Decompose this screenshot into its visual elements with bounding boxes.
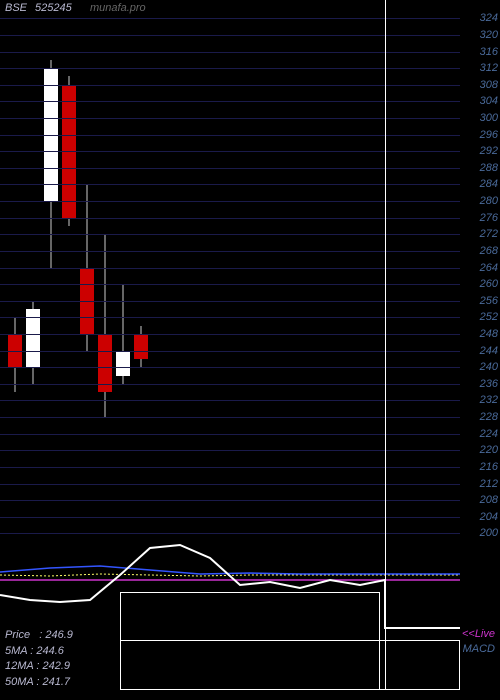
y-tick-label: 240 <box>480 361 498 373</box>
ma12-info: 12MA : 242.9 <box>5 659 73 674</box>
gridline <box>0 85 460 86</box>
candle <box>134 10 148 550</box>
info-box: Price : 246.9 5MA : 244.6 12MA : 242.9 5… <box>5 628 73 690</box>
gridline <box>0 284 460 285</box>
ma5-info: 5MA : 244.6 <box>5 644 73 659</box>
y-tick-label: 260 <box>480 278 498 290</box>
gridline <box>0 351 460 352</box>
gridline <box>0 251 460 252</box>
y-tick-label: 208 <box>480 494 498 506</box>
gridline <box>0 118 460 119</box>
y-tick-label: 272 <box>480 228 498 240</box>
indicator-box <box>120 640 460 690</box>
y-tick-label: 324 <box>480 12 498 24</box>
y-tick-label: 204 <box>480 511 498 523</box>
gridline <box>0 268 460 269</box>
candle <box>116 10 130 550</box>
gridline <box>0 467 460 468</box>
exchange-label: BSE <box>5 2 27 14</box>
gridline <box>0 101 460 102</box>
gridline <box>0 334 460 335</box>
candle <box>8 10 22 550</box>
y-tick-label: 292 <box>480 145 498 157</box>
y-tick-label: 244 <box>480 345 498 357</box>
gridline <box>0 317 460 318</box>
y-tick-label: 220 <box>480 444 498 456</box>
gridline <box>0 484 460 485</box>
gridline <box>0 168 460 169</box>
candle <box>80 10 94 550</box>
candle <box>62 10 76 550</box>
candle <box>26 10 40 550</box>
y-tick-label: 236 <box>480 378 498 390</box>
y-tick-label: 316 <box>480 46 498 58</box>
live-label: <<Live <box>462 628 495 640</box>
gridline <box>0 533 460 534</box>
y-tick-label: 256 <box>480 295 498 307</box>
ma50-info: 50MA : 241.7 <box>5 675 73 690</box>
gridline <box>0 384 460 385</box>
y-tick-label: 228 <box>480 411 498 423</box>
price-panel <box>0 10 460 550</box>
gridline <box>0 400 460 401</box>
y-tick-label: 252 <box>480 311 498 323</box>
y-tick-label: 232 <box>480 394 498 406</box>
macd-label: MACD <box>463 643 495 655</box>
y-tick-label: 284 <box>480 178 498 190</box>
gridline <box>0 234 460 235</box>
gridline <box>0 201 460 202</box>
y-tick-label: 320 <box>480 29 498 41</box>
y-tick-label: 300 <box>480 112 498 124</box>
watermark: munafa.pro <box>90 2 146 14</box>
y-tick-label: 224 <box>480 428 498 440</box>
gridline <box>0 18 460 19</box>
y-tick-label: 288 <box>480 162 498 174</box>
gridline <box>0 417 460 418</box>
y-tick-label: 216 <box>480 461 498 473</box>
y-tick-label: 312 <box>480 62 498 74</box>
candle <box>44 10 58 550</box>
y-tick-label: 248 <box>480 328 498 340</box>
gridline <box>0 434 460 435</box>
y-tick-label: 264 <box>480 262 498 274</box>
cursor-vertical-line <box>385 0 386 690</box>
gridline <box>0 52 460 53</box>
gridline <box>0 517 460 518</box>
gridline <box>0 68 460 69</box>
candle <box>98 10 112 550</box>
y-tick-label: 276 <box>480 212 498 224</box>
y-tick-label: 268 <box>480 245 498 257</box>
gridline <box>0 301 460 302</box>
y-tick-label: 296 <box>480 129 498 141</box>
gridline <box>0 184 460 185</box>
gridline <box>0 450 460 451</box>
y-tick-label: 212 <box>480 478 498 490</box>
y-tick-label: 200 <box>480 527 498 539</box>
y-tick-label: 280 <box>480 195 498 207</box>
gridline <box>0 500 460 501</box>
gridline <box>0 367 460 368</box>
price-info: Price : 246.9 <box>5 628 73 643</box>
y-tick-label: 304 <box>480 95 498 107</box>
gridline <box>0 135 460 136</box>
y-tick-label: 308 <box>480 79 498 91</box>
gridline <box>0 218 460 219</box>
gridline <box>0 151 460 152</box>
gridline <box>0 35 460 36</box>
symbol-label: 525245 <box>35 2 72 14</box>
